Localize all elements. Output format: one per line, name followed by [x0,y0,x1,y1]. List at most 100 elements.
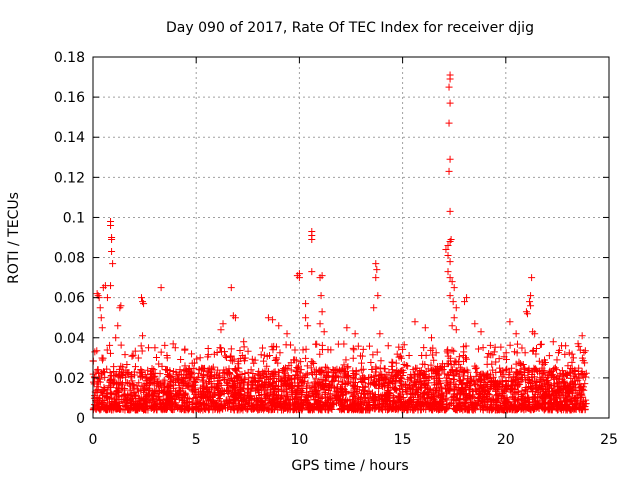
data-point [197,393,205,401]
data-point [525,376,533,384]
data-point [197,388,205,396]
data-point [511,348,519,356]
data-point [486,341,494,349]
data-point [173,375,181,383]
data-point [427,361,435,369]
data-point [405,351,413,359]
data-point [343,364,351,372]
data-point [451,385,459,393]
data-point [156,403,164,411]
data-point [384,342,392,350]
data-point [145,376,153,384]
data-point [366,380,374,388]
data-point [181,375,189,383]
data-point [227,345,235,353]
data-point [217,326,225,334]
data-point [437,363,445,371]
data-point [106,369,114,377]
data-point [450,284,458,292]
data-point [505,373,513,381]
data-point [496,368,504,376]
data-point [506,368,514,376]
data-point [190,386,198,394]
data-point [147,402,155,410]
data-point [229,392,237,400]
data-point [250,359,258,367]
data-point [127,390,135,398]
data-point [418,352,426,360]
data-point [124,392,132,400]
data-point [461,385,469,393]
data-point [443,388,451,396]
data-point [489,351,497,359]
y-tick-label: 0 [76,411,85,427]
data-point [323,364,331,372]
data-point [282,404,290,412]
data-point [395,343,403,351]
data-point [443,347,451,355]
data-point [171,344,179,352]
data-point [267,388,275,396]
data-point [193,355,201,363]
data-point [430,356,438,364]
data-point [349,367,357,375]
data-point [302,354,310,362]
data-point [184,405,192,413]
data-point [474,396,482,404]
data-point [272,395,280,403]
data-point [308,382,316,390]
data-point [387,371,395,379]
data-point [214,373,222,381]
data-point [163,354,171,362]
data-point [494,404,502,412]
data-point [421,399,429,407]
data-point [471,320,479,328]
data-point [304,403,312,411]
data-point [315,397,323,405]
data-point [151,344,159,352]
data-point [106,349,114,357]
data-point [409,366,417,374]
y-tick-label: 0.06 [54,291,85,307]
data-point [304,322,312,330]
data-point [166,367,174,375]
data-point [445,83,453,91]
data-point [216,391,224,399]
data-point [422,375,430,383]
data-point [227,352,235,360]
data-point [508,384,516,392]
data-point [324,406,332,414]
data-point [576,380,584,388]
data-point [553,356,561,364]
data-point [310,378,318,386]
data-point [529,404,537,412]
data-point [196,406,204,414]
data-point [481,396,489,404]
data-point [265,405,273,413]
data-point [337,385,345,393]
data-point [461,354,469,362]
data-point [561,383,569,391]
data-point [401,381,409,389]
data-point [274,391,282,399]
data-point [155,360,163,368]
data-point [474,345,482,353]
data-point [142,377,150,385]
data-point [411,318,419,326]
data-point [138,368,146,376]
data-point [91,392,99,400]
data-point [489,377,497,385]
data-point [432,349,440,357]
data-point [495,355,503,363]
data-point [270,374,278,382]
data-point [108,248,116,256]
data-point [365,387,373,395]
data-point [287,375,295,383]
x-tick-label: 20 [497,432,515,448]
data-point [191,378,199,386]
data-point [96,396,104,404]
data-point [162,366,170,374]
data-point [321,389,329,397]
data-point [111,401,119,409]
data-point [293,364,301,372]
